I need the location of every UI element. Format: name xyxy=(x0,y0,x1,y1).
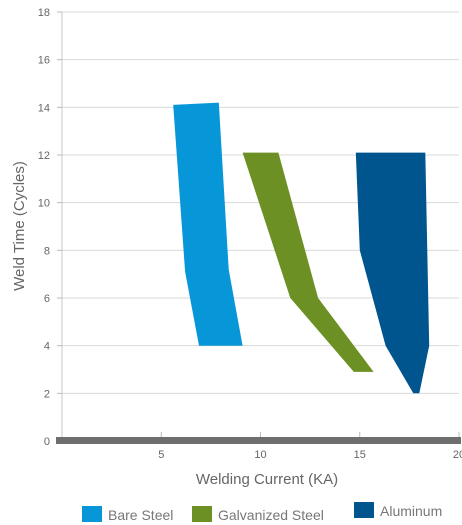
series-area-bare-steel xyxy=(173,102,243,346)
legend-label-bare-steel: Bare Steel xyxy=(108,507,173,523)
series-area-aluminum xyxy=(355,152,430,394)
y-tick-label: 0 xyxy=(44,436,50,448)
y-tick-label: 12 xyxy=(38,150,50,162)
y-tick-label: 6 xyxy=(44,293,50,305)
x-axis xyxy=(56,437,461,444)
x-tick-label: 5 xyxy=(158,449,164,461)
x-tick-label: 20 xyxy=(453,449,462,461)
x-tick-label: 10 xyxy=(254,449,266,461)
x-axis-bar xyxy=(56,437,461,444)
y-tick-label: 10 xyxy=(38,198,50,210)
y-axis-title: Weld Time (Cycles) xyxy=(11,161,28,291)
y-tick-label: 4 xyxy=(44,341,50,353)
y-tick-label: 18 xyxy=(38,7,50,19)
legend-swatch-aluminum xyxy=(354,502,374,518)
y-tick-label: 16 xyxy=(38,55,50,67)
series-area-galvanized-steel xyxy=(242,152,374,372)
legend-swatch-bare-steel xyxy=(82,506,102,522)
legend-label-galvanized-steel: Galvanized Steel xyxy=(218,507,324,523)
x-axis-title: Welding Current (KA) xyxy=(196,471,338,488)
legend: Bare Steel Galvanized Steel Aluminum xyxy=(82,502,442,523)
y-tick-label: 8 xyxy=(44,245,50,257)
legend-swatch-galvanized-steel xyxy=(192,506,212,522)
y-tick-label: 14 xyxy=(38,102,50,114)
x-tick-label: 15 xyxy=(354,449,366,461)
series-areas xyxy=(173,102,430,394)
legend-label-aluminum: Aluminum xyxy=(380,503,442,519)
y-tick-label: 2 xyxy=(44,388,50,400)
x-tick-labels: 5 10 15 20 xyxy=(158,432,462,461)
y-tick-labels: 0 2 4 6 8 10 12 14 16 18 xyxy=(38,7,62,448)
